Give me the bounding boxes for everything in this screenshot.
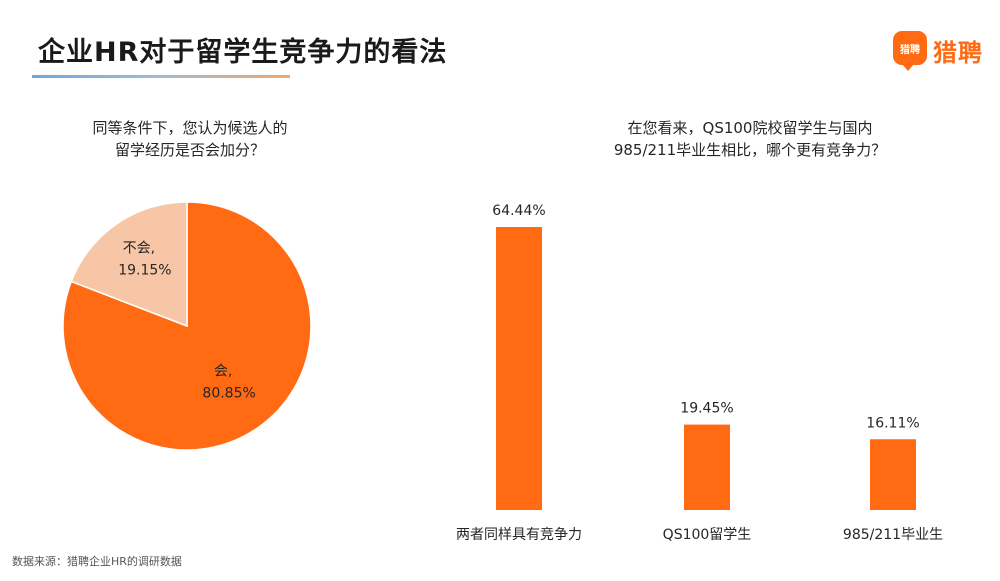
- bar: [870, 439, 916, 510]
- bar-value-label: 16.11%: [866, 415, 919, 431]
- bar-value-label: 64.44%: [492, 203, 545, 219]
- pie-slice-label: 会,: [214, 363, 232, 379]
- bar: [684, 424, 730, 510]
- data-source-note: 数据来源：猎聘企业HR的调研数据: [12, 555, 182, 568]
- pie-slice-value: 80.85%: [202, 385, 255, 401]
- bar-category-label: QS100留学生: [663, 527, 752, 543]
- bar-question: 在您看来，QS100院校留学生与国内 985/211毕业生相比，哪个更有竞争力？: [613, 119, 887, 159]
- pie-slice-value: 19.15%: [118, 263, 171, 279]
- title-underline: [32, 75, 290, 78]
- bar-category-label: 两者同样具有竞争力: [456, 526, 582, 543]
- bar: [496, 227, 542, 510]
- page-title: 企业HR对于留学生竞争力的看法: [38, 37, 448, 68]
- pie-slice-label: 不会,: [123, 241, 155, 257]
- logo-text: 猎聘: [933, 39, 983, 67]
- brand-logo: 猎聘 猎聘: [893, 31, 989, 71]
- bar-value-label: 19.45%: [680, 401, 733, 417]
- bar-category-label: 985/211毕业生: [843, 527, 943, 543]
- pie-question: 同等条件下，您认为候选人的 留学经历是否会加分？: [92, 119, 288, 159]
- logo-badge-icon: 猎聘: [893, 31, 927, 71]
- pie-slice: [70, 201, 188, 328]
